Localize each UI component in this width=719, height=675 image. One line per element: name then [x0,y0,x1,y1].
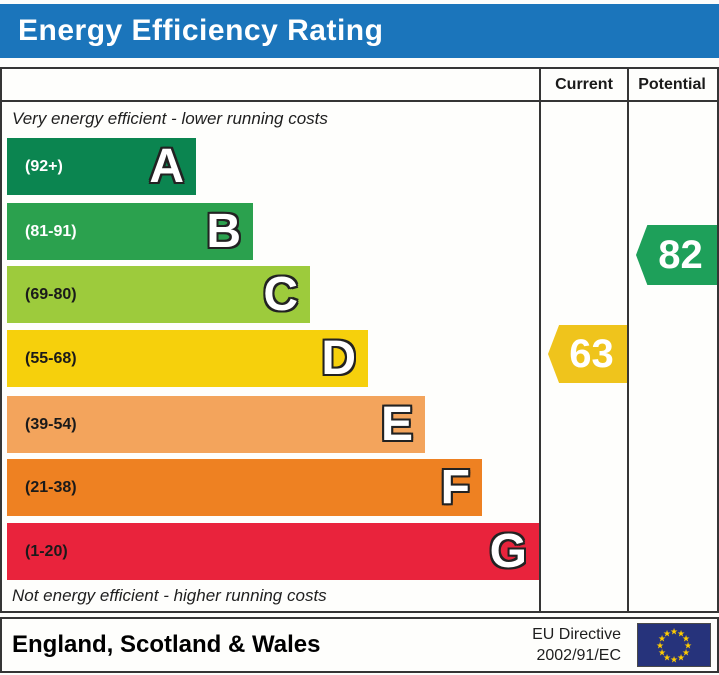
eu-directive-line2: 2002/91/EC [536,647,621,664]
band-e-letter: E [380,397,413,451]
potential-column-divider [627,69,629,611]
current-rating-arrow: 63 [548,325,627,383]
region-label: England, Scotland & Wales [12,631,321,658]
eu-directive-line1: EU Directive [532,626,621,643]
current-column-divider [539,69,541,611]
band-d-range: (55-68) [25,349,77,367]
band-b-letter: B [206,204,241,258]
potential-rating-value: 82 [658,233,703,277]
band-f: (21-38) F [7,459,482,516]
band-d-letter: D [321,331,356,385]
band-c-letter: C [263,267,298,321]
band-f-range: (21-38) [25,478,77,496]
band-c-range: (69-80) [25,285,77,303]
page-title: Energy Efficiency Rating [18,14,384,47]
band-e: (39-54) E [7,396,425,453]
band-c: (69-80) C [7,266,310,323]
band-d: (55-68) D [7,330,368,387]
band-g-range: (1-20) [25,542,68,560]
band-g-letter: G [489,524,527,578]
current-rating-value: 63 [569,332,614,376]
potential-rating-arrow: 82 [636,225,717,285]
bottom-note: Not energy efficient - higher running co… [12,586,327,605]
header-separator [2,100,717,102]
column-header-current: Current [555,75,613,93]
band-a: (92+) A [7,138,196,195]
band-g: (1-20) G [7,523,539,580]
column-header-potential: Potential [638,75,706,93]
band-b-range: (81-91) [25,222,77,240]
band-f-letter: F [440,460,470,514]
band-e-range: (39-54) [25,415,77,433]
title-bar: Energy Efficiency Rating [0,4,719,58]
eu-directive-label: EU Directive 2002/91/EC [532,619,621,671]
top-note: Very energy efficient - lower running co… [12,109,328,128]
eu-flag-icon: ★ ★ ★ ★ ★ ★ ★ ★ ★ ★ ★ ★ [637,623,711,667]
band-b: (81-91) B [7,203,253,260]
energy-efficiency-chart: Current Potential Very energy efficient … [0,67,719,613]
band-a-range: (92+) [25,157,63,175]
band-a-letter: A [149,139,184,193]
footer: England, Scotland & Wales EU Directive 2… [0,617,719,673]
